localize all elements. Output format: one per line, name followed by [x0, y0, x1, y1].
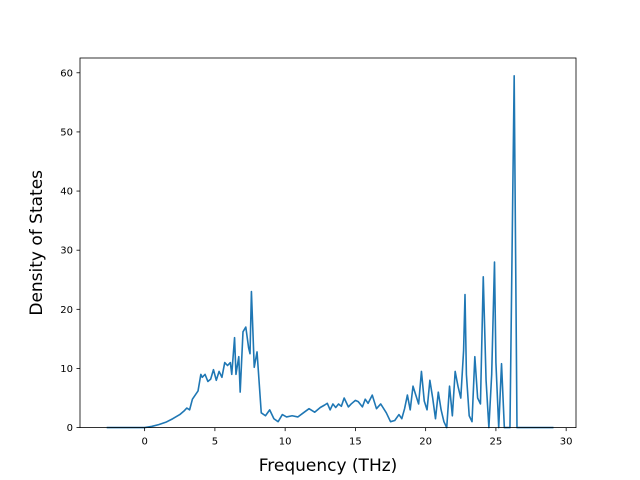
y-axis-ticks: 0 10 20 30 40 50 60	[60, 68, 80, 434]
x-tick-label: 25	[490, 437, 503, 448]
y-tick-label: 60	[60, 68, 73, 79]
plot-frame	[79, 57, 577, 429]
x-tick-label: 30	[560, 437, 573, 448]
y-tick-label: 50	[60, 127, 73, 138]
x-axis-ticks: 0 5 10 15 20 25 30	[141, 427, 573, 448]
x-tick-label: 0	[141, 437, 147, 448]
x-tick-label: 15	[349, 437, 362, 448]
x-tick-label: 20	[419, 437, 432, 448]
y-tick-label: 30	[60, 246, 73, 257]
plot-layer	[106, 74, 554, 429]
y-tick-label: 40	[60, 187, 73, 198]
y-tick-label: 20	[60, 305, 73, 316]
x-axis-label: Frequency (THz)	[259, 456, 398, 476]
y-axis-label: Density of States	[27, 170, 47, 316]
x-tick-label: 5	[212, 437, 218, 448]
y-tick-label: 0	[67, 423, 73, 434]
plot-area	[80, 58, 576, 428]
y-tick-label: 10	[60, 364, 73, 375]
series-line-0	[106, 74, 554, 429]
x-tick-label: 10	[279, 437, 292, 448]
